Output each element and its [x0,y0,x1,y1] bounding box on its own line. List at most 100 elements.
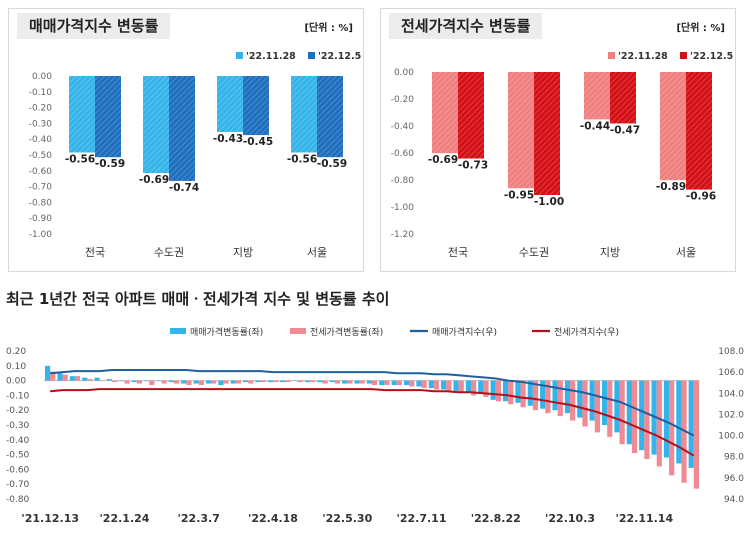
legend-label: '22.11.28 [618,51,668,62]
jeonse-rate-bar [272,380,279,383]
y-tick-label: -0.20 [391,95,415,105]
jeonse-rate-bar [372,380,378,386]
y-tick-label: 0.00 [32,72,52,82]
data-label-bg [610,123,640,137]
sale-rate-bar [502,380,509,402]
bar [508,72,534,201]
legend-label: '22.12.5 [690,51,733,62]
legend-label: 매매가격변동률(좌) [190,326,263,338]
sale-rate-bar [577,380,583,418]
sale-rate-bar [651,380,657,455]
left-tick-label: -0.50 [6,451,30,461]
jeonse-rate-bar [285,380,291,383]
jeonse-rate-bar [211,380,217,384]
right-tick-label: 106.0 [718,368,744,378]
jeonse-rate-bar [62,374,68,381]
jeonse-rate-bar [136,380,143,384]
y-tick-label: -0.20 [29,104,53,114]
sale-rate-bar [354,380,360,384]
right-tick-label: 108.0 [718,347,744,357]
category-label: 수도권 [519,246,549,259]
sale-rate-bar [428,380,434,388]
legend-swatch [170,328,186,334]
left-tick-label: 0.00 [6,377,26,387]
jeonse-rate-bar [359,380,365,384]
jeonse-rate-bar [570,380,576,421]
jeonse-rate-bar [322,380,328,384]
left-tick-label: -0.40 [6,436,30,446]
data-label: -1.00 [534,196,564,208]
data-label-bg [213,131,243,145]
data-label-bg [534,195,564,208]
sale-rate-bar [280,380,286,383]
sale-rate-bar [391,380,397,386]
jeonse-rate-bar [644,380,650,460]
sale-rate-bar [366,380,372,384]
bar [317,76,343,170]
jeonse-rate-bar [260,380,266,383]
jeonse-rate-bar [471,380,477,396]
data-label: -0.73 [458,160,488,172]
sale-rate-bar [342,380,348,384]
jeonse-rate-bar [173,380,180,384]
jeonse-rate-bar [594,380,600,433]
right-tick-label: 94.0 [724,495,744,505]
data-label: -0.74 [169,182,199,194]
sale-rate-bar [82,377,88,381]
left-tick-label: -0.60 [6,465,30,475]
sale-rate-bar [515,380,521,403]
data-label: -0.59 [95,158,125,170]
data-label-bg [580,119,610,133]
sale-rate-bar [255,380,261,383]
data-label: -0.56 [65,153,95,165]
y-tick-label: -1.00 [29,230,53,240]
legend-swatch [680,52,687,59]
x-tick-label: '22.1.24 [99,512,149,525]
jeonse-rate-bar [669,380,675,476]
jeonse-rate-bar [384,380,390,386]
category-label: 서울 [676,246,696,259]
sale-rate-bar [676,380,682,464]
right-tick-label: 96.0 [724,474,744,484]
jeonse-rate-bar [433,380,440,390]
bar [143,76,169,186]
jeonse-rate-bar [99,380,105,382]
sale-rate-bar [57,373,63,381]
legend-label: 전세가격지수(우) [554,326,619,338]
sale-rate-bar [465,380,472,393]
jeonse-rate-bar [235,380,242,384]
x-tick-label: '22.11.14 [615,512,673,525]
jeonse-rate-bar [297,380,303,383]
y-tick-label: -0.90 [29,214,53,224]
right-tick-label: 102.0 [718,410,744,420]
jeonse-index-line [50,388,695,457]
jeonse-rate-bar [508,380,514,405]
sale-change-unit: [단위 : %] [304,23,353,34]
data-label-bg [169,180,199,194]
category-label: 전국 [85,246,105,259]
jeonse-rate-bar [619,380,625,445]
y-tick-label: -0.40 [391,122,415,132]
sale-rate-bar [168,380,174,383]
jeonse-rate-bar [458,380,464,393]
left-tick-label: -0.70 [6,480,30,490]
category-label: 수도권 [154,246,184,259]
data-label: -0.96 [686,191,716,203]
sale-rate-bar [688,380,694,468]
sale-rate-bar [156,380,162,382]
x-tick-label: '22.3.7 [178,512,220,525]
x-tick-label: '22.8.22 [471,512,521,525]
sale-rate-bar [478,380,484,394]
data-label: -0.89 [656,181,686,193]
left-tick-label: 0.20 [6,347,26,357]
data-label-bg [65,152,95,166]
jeonse-rate-bar [582,380,588,427]
jeonse-rate-bar [186,380,192,386]
sale-rate-bar [292,380,298,382]
data-label: -0.69 [139,174,169,186]
sale-rate-bar [379,380,385,386]
data-label: -0.45 [243,136,273,148]
bar [432,72,458,166]
data-label-bg [656,180,686,194]
data-label-bg [317,157,347,171]
